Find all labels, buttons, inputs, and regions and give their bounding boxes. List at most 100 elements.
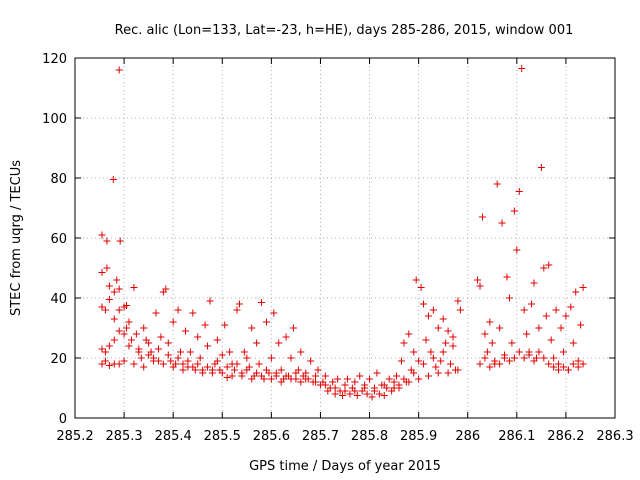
data-point xyxy=(491,357,499,365)
chart-title: Rec. alic (Lon=133, Lat=-23, h=HE), days… xyxy=(115,23,574,38)
y-tick-label: 80 xyxy=(50,172,67,187)
data-point xyxy=(267,375,275,383)
data-point xyxy=(267,354,275,362)
data-point xyxy=(405,378,413,386)
data-point xyxy=(331,390,339,398)
data-point xyxy=(420,300,428,308)
data-point xyxy=(439,315,447,323)
data-point xyxy=(147,348,155,356)
data-point xyxy=(444,327,452,335)
data-point xyxy=(385,375,393,383)
data-point xyxy=(248,324,256,332)
data-point xyxy=(130,360,138,368)
x-tick-label: 285.9 xyxy=(400,429,437,444)
x-tick-label: 285.2 xyxy=(56,429,93,444)
data-point xyxy=(125,342,133,350)
data-point xyxy=(540,264,548,272)
data-point xyxy=(174,306,182,314)
y-tick-label: 20 xyxy=(50,352,67,367)
data-point xyxy=(162,285,170,293)
data-point xyxy=(275,339,283,347)
data-point xyxy=(390,378,398,386)
data-point xyxy=(223,363,231,371)
data-point xyxy=(373,369,381,377)
data-point xyxy=(194,360,202,368)
data-point xyxy=(363,390,371,398)
data-point xyxy=(103,237,111,245)
data-point xyxy=(422,336,430,344)
data-point xyxy=(530,279,538,287)
data-point xyxy=(542,312,550,320)
data-point xyxy=(550,363,558,371)
data-point xyxy=(123,324,131,332)
data-point xyxy=(574,363,582,371)
data-point xyxy=(123,302,131,309)
data-point xyxy=(579,360,587,368)
x-axis-ticks: 285.2 285.3 285.4 285.5 285.6 285.7 285.8 285.9… xyxy=(56,58,634,444)
data-point xyxy=(233,360,241,368)
y-tick-label: 120 xyxy=(42,52,67,67)
data-point xyxy=(476,360,484,368)
data-point xyxy=(140,324,148,332)
x-tick-label: 285.6 xyxy=(253,429,290,444)
data-point xyxy=(233,306,241,314)
data-point xyxy=(520,354,528,362)
data-point xyxy=(339,392,347,399)
data-point xyxy=(253,369,261,377)
data-point xyxy=(449,333,457,341)
data-point xyxy=(157,333,165,341)
data-point xyxy=(177,348,185,356)
data-point xyxy=(439,348,447,356)
data-point xyxy=(577,321,585,329)
data-point xyxy=(199,369,207,377)
data-point xyxy=(204,363,212,371)
data-point xyxy=(405,330,413,338)
data-point xyxy=(255,360,263,368)
data-point xyxy=(579,284,587,291)
data-point xyxy=(525,351,533,359)
data-point xyxy=(449,342,457,350)
data-point xyxy=(520,306,528,314)
data-point xyxy=(397,357,405,365)
data-point xyxy=(496,324,504,332)
data-point xyxy=(437,357,445,365)
data-point xyxy=(341,387,349,395)
data-point xyxy=(98,303,106,311)
data-point xyxy=(356,372,364,380)
data-point xyxy=(488,339,496,347)
data-point xyxy=(135,348,143,356)
data-point xyxy=(115,306,123,314)
data-point xyxy=(572,288,580,296)
data-point xyxy=(277,366,285,374)
data-point xyxy=(115,360,123,368)
data-point xyxy=(341,381,349,389)
data-point xyxy=(420,360,428,368)
data-point xyxy=(555,360,563,368)
data-point xyxy=(456,306,464,314)
x-tick-label: 286.1 xyxy=(498,429,535,444)
data-point xyxy=(169,318,177,326)
data-point xyxy=(174,354,182,362)
data-point xyxy=(321,372,329,380)
data-point xyxy=(113,276,121,284)
data-point xyxy=(395,381,403,389)
data-point xyxy=(297,378,305,386)
data-point xyxy=(351,387,359,395)
data-point xyxy=(496,360,504,368)
data-point xyxy=(559,348,567,356)
data-point xyxy=(235,300,243,308)
data-point xyxy=(125,318,133,326)
data-point xyxy=(557,324,565,332)
data-point xyxy=(169,363,177,371)
data-point xyxy=(101,306,109,314)
data-point xyxy=(434,369,442,377)
data-point xyxy=(393,372,401,380)
data-point xyxy=(243,354,251,362)
data-point xyxy=(569,360,577,368)
data-point xyxy=(302,375,310,383)
data-point xyxy=(351,378,359,386)
data-point xyxy=(424,372,432,380)
data-point xyxy=(258,299,266,306)
data-point xyxy=(518,65,526,72)
